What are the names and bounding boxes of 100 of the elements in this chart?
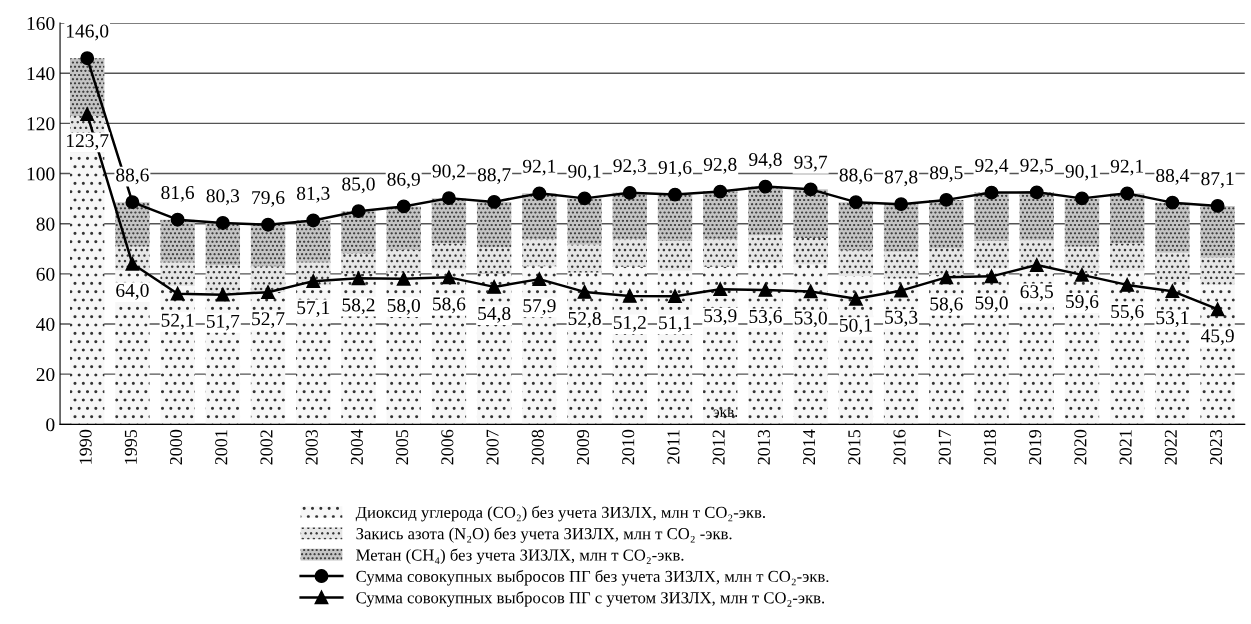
legend-label: Сумма совокупных выбросов ПГ с учетом ЗИЗЛХ, млн т CO₂-экв.	[356, 591, 825, 607]
bar	[929, 248, 964, 276]
point	[622, 288, 637, 303]
y-tick-label: 160	[27, 16, 55, 31]
point	[1029, 258, 1044, 273]
point	[261, 217, 275, 232]
bar	[431, 198, 467, 244]
bar	[522, 193, 557, 240]
data-label: 45,9	[1200, 329, 1234, 346]
bar	[1019, 192, 1054, 241]
x-tick-label: 2018	[983, 429, 997, 465]
point	[622, 185, 637, 200]
data-label: 53,9	[704, 309, 737, 326]
x-tick-label: 2021	[1119, 430, 1132, 465]
bar	[883, 251, 919, 279]
data-label: 92,4	[975, 158, 1009, 175]
point	[848, 291, 863, 306]
bar	[838, 250, 874, 277]
data-label: 52,7	[252, 312, 285, 329]
x-tick-label: 2011	[667, 430, 680, 464]
bar	[1110, 193, 1145, 244]
point	[125, 195, 140, 210]
data-label: 88,7	[477, 168, 511, 185]
x-tick-label: 2022	[1164, 430, 1177, 465]
point	[803, 284, 818, 299]
point	[939, 270, 954, 285]
point	[441, 191, 456, 206]
bar	[567, 244, 602, 273]
bar	[476, 201, 512, 248]
data-label: 58,6	[930, 297, 963, 314]
bar	[974, 268, 1009, 425]
bar	[1064, 246, 1100, 273]
data-label: 53,3	[885, 310, 918, 327]
point	[532, 272, 547, 287]
point	[894, 197, 909, 212]
data-label: 53,1	[1156, 311, 1189, 328]
point	[984, 269, 999, 284]
x-tick-label: 2008	[531, 429, 544, 465]
data-label: 52,8	[568, 311, 601, 328]
x-tick-label: 2009	[576, 429, 590, 465]
bar	[522, 266, 557, 425]
x-tick-label: 2007	[486, 429, 499, 465]
point	[170, 212, 185, 227]
bar	[703, 239, 738, 267]
data-label: 64,0	[116, 283, 149, 300]
x-tick-label: 2017	[938, 429, 951, 465]
point	[441, 270, 456, 285]
point	[758, 179, 773, 194]
annotation: экв.	[713, 409, 738, 417]
x-tick-label: 1990	[79, 429, 92, 464]
data-label: 86,9	[387, 172, 420, 189]
bar	[476, 247, 512, 274]
bar	[522, 239, 557, 267]
point	[713, 184, 728, 199]
point	[396, 271, 411, 286]
bar	[160, 219, 195, 263]
point	[1075, 191, 1089, 206]
data-label: 123,7	[67, 134, 109, 151]
bar	[341, 211, 376, 254]
data-label: 54,8	[478, 306, 511, 323]
x-tick-label: 2023	[1209, 429, 1223, 465]
point	[803, 182, 818, 197]
data-label: 79,6	[252, 191, 285, 207]
x-tick-label: 2002	[260, 430, 273, 465]
bar	[296, 220, 331, 263]
point	[848, 195, 863, 210]
data-label: 91,6	[658, 160, 692, 177]
data-label: 92,1	[1110, 159, 1144, 176]
data-label: 53,0	[794, 311, 827, 328]
data-label: 59,6	[1066, 294, 1099, 311]
bar	[929, 199, 964, 249]
data-label: 80,3	[206, 189, 240, 206]
point	[261, 285, 275, 300]
data-label: 53,6	[749, 309, 782, 326]
point	[170, 286, 185, 301]
point	[1120, 277, 1135, 292]
point	[668, 187, 682, 202]
point	[215, 216, 230, 230]
data-label: 88,6	[839, 168, 873, 185]
data-label: 93,7	[794, 155, 828, 172]
bar	[567, 198, 602, 245]
data-label: 87,8	[884, 170, 918, 187]
bar	[838, 202, 874, 251]
legend-label: Метан (CH₄) без учета ЗИЗЛХ, млн т CO₂-экв.	[356, 548, 684, 565]
x-tick-label: 2012	[712, 430, 725, 465]
x-tick-label: 2004	[350, 429, 363, 465]
data-label: 59,0	[975, 296, 1008, 313]
data-label: 52,1	[161, 313, 194, 330]
point	[668, 289, 682, 304]
point	[1029, 185, 1044, 200]
bar	[1200, 257, 1235, 285]
legend-label: Закись азота (N₂O) без учета ЗИЗЛХ, млн т CO₂ -экв.	[356, 527, 732, 543]
point	[396, 199, 411, 214]
point	[713, 282, 728, 297]
bar	[1064, 198, 1100, 247]
bar	[1110, 243, 1145, 271]
legend-label: Диоксид углерода (CO₂) без учета ЗИЗЛХ, млн т CO₂-экв.	[355, 505, 765, 522]
data-label: 92,5	[1020, 158, 1053, 175]
x-tick-label: 2006	[441, 429, 454, 465]
point	[894, 283, 909, 298]
